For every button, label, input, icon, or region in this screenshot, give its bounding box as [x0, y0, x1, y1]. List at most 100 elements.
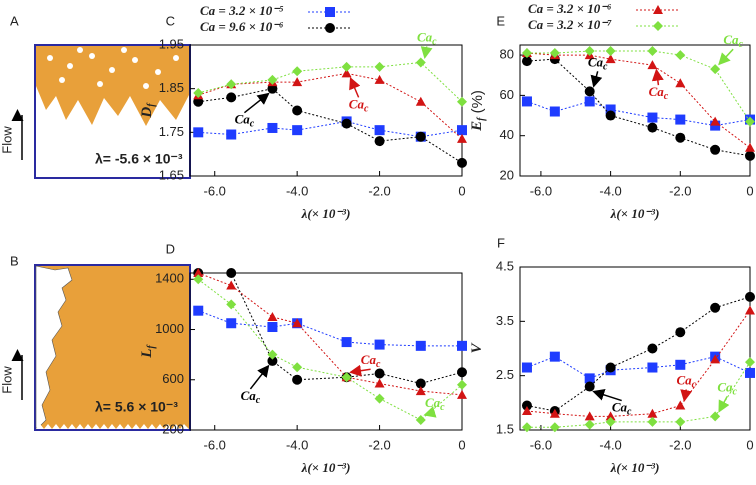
- marker: [226, 92, 237, 103]
- marker: [584, 381, 595, 392]
- marker: [549, 48, 560, 59]
- marker: [457, 96, 467, 107]
- marker: [675, 78, 686, 88]
- marker: [605, 104, 616, 115]
- y-axis-label: Df: [139, 102, 157, 119]
- marker: [292, 318, 303, 328]
- annotation: Cac: [349, 96, 369, 114]
- x-tick-label: -2.0: [368, 437, 390, 452]
- y-tick-label: 1.75: [159, 124, 184, 139]
- annotation-arrow: [680, 389, 693, 403]
- marker: [675, 359, 686, 370]
- annotation-arrow: [249, 364, 270, 390]
- legend-label: Ca = 3.2 × 10⁻⁶: [528, 1, 612, 16]
- y-axis-label: V: [469, 342, 485, 354]
- annotation: Cac: [417, 29, 437, 47]
- annotation-main: Ca: [235, 112, 251, 127]
- marker: [605, 54, 616, 64]
- marker: [226, 280, 237, 290]
- marker: [267, 355, 278, 366]
- marker: [292, 105, 303, 116]
- marker: [226, 299, 237, 310]
- x-tick-label: -6.0: [204, 437, 226, 452]
- marker: [457, 125, 467, 136]
- marker: [415, 378, 426, 389]
- marker: [675, 132, 686, 143]
- annotation: Cac: [241, 388, 261, 406]
- marker: [341, 337, 352, 348]
- annotation-arrow: [651, 68, 664, 86]
- y-tick-label: 600: [162, 371, 184, 386]
- panel-b-image: [34, 264, 191, 431]
- marker: [457, 367, 467, 378]
- annotation-sub: c: [664, 91, 669, 102]
- x-tick-label: -4.0: [286, 437, 308, 452]
- y-axis-label-sub: f: [146, 102, 157, 107]
- marker: [521, 422, 532, 433]
- x-tick-label: -6.0: [530, 183, 552, 198]
- x-tick-label: -2.0: [669, 437, 691, 452]
- marker: [267, 74, 278, 85]
- series-line: [198, 120, 463, 138]
- marker: [745, 357, 755, 368]
- annotation-main: Ca: [417, 29, 433, 44]
- marker: [647, 60, 658, 70]
- marker: [745, 291, 755, 302]
- marker: [415, 414, 426, 425]
- marker: [341, 372, 352, 383]
- y-axis-label-main: V: [469, 342, 485, 354]
- plot-frame: [519, 266, 751, 431]
- marker: [193, 88, 204, 99]
- marker: [374, 61, 385, 72]
- y-tick-label: 4.5: [496, 258, 514, 273]
- marker: [675, 327, 686, 338]
- marker: [341, 61, 352, 72]
- marker: [605, 110, 616, 121]
- marker: [647, 46, 658, 57]
- marker: [415, 340, 426, 351]
- annotation-main: Ca: [723, 32, 739, 47]
- x-axis-label: λ(× 10⁻³): [301, 206, 351, 221]
- marker: [292, 66, 303, 77]
- marker: [374, 393, 385, 404]
- annotation: Cac: [425, 395, 445, 413]
- series-line: [526, 100, 751, 127]
- y-tick-label: 20: [500, 167, 514, 182]
- annotation-sub: c: [739, 39, 744, 50]
- marker: [710, 411, 721, 422]
- marker: [226, 79, 237, 90]
- marker: [415, 57, 426, 68]
- legend-marker: [325, 23, 335, 33]
- annotation-main: Ca: [649, 84, 665, 99]
- marker: [584, 419, 595, 430]
- legend-marker: [325, 7, 335, 17]
- annotation: Cac: [717, 379, 737, 397]
- marker: [549, 351, 560, 362]
- flow-label: Flow: [0, 366, 14, 394]
- legend-label: Ca = 9.6 × 10⁻⁶: [200, 19, 284, 34]
- marker: [292, 374, 303, 385]
- annotation-sub: c: [376, 360, 381, 371]
- marker: [605, 46, 616, 57]
- annotation-main: Ca: [241, 388, 257, 403]
- marker: [267, 122, 278, 133]
- marker: [710, 302, 721, 313]
- y-axis-label-sub: f: [146, 344, 157, 349]
- marker: [193, 274, 204, 285]
- series-line: [526, 310, 751, 417]
- marker: [710, 116, 721, 126]
- series-line: [198, 88, 463, 164]
- x-tick-label: 0: [458, 183, 465, 198]
- marker: [605, 416, 616, 427]
- marker: [675, 50, 686, 61]
- marker: [745, 305, 755, 315]
- y-axis-label-suffix: (%): [469, 90, 486, 118]
- plot-frame: [189, 44, 463, 177]
- annotation: Cac: [676, 373, 696, 391]
- panel-a-image: [34, 44, 191, 179]
- y-tick-label: 2.5: [496, 367, 514, 382]
- annotation-arrow: [423, 406, 437, 418]
- x-axis-label: λ(× 10⁻³): [301, 460, 351, 475]
- marker: [193, 96, 204, 107]
